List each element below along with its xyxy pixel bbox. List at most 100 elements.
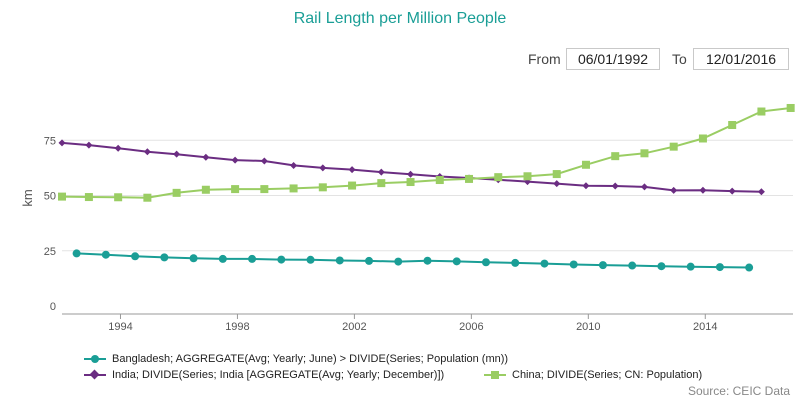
- data-point-bangladesh: [540, 259, 549, 268]
- data-point-china: [143, 193, 152, 202]
- legend-label-china: China; DIVIDE(Series; CN: Population): [512, 369, 703, 381]
- y-tick-label: 0: [50, 301, 56, 313]
- data-point-india: [260, 157, 268, 165]
- axes: 0 25 50 75 1994 1998 2002 2006 2010 2014: [44, 135, 793, 333]
- data-point-bangladesh: [569, 260, 578, 269]
- to-label: To: [672, 51, 687, 67]
- data-point-bangladesh: [248, 254, 257, 263]
- y-tick-label: 75: [44, 135, 56, 147]
- data-point-china: [114, 193, 123, 202]
- data-point-bangladesh: [160, 253, 169, 262]
- data-point-india: [58, 139, 66, 147]
- data-point-china: [377, 179, 386, 188]
- legend-item-bangladesh[interactable]: Bangladesh; AGGREGATE(Avg; Yearly; June)…: [84, 353, 508, 365]
- legend-marker-bangladesh: [84, 353, 106, 365]
- data-point-bangladesh: [218, 254, 227, 263]
- data-point-china: [786, 103, 795, 112]
- data-point-bangladesh: [452, 257, 461, 266]
- data-point-china: [698, 134, 707, 143]
- data-point-india: [670, 186, 678, 194]
- data-point-india: [407, 170, 415, 178]
- data-point-china: [84, 193, 93, 202]
- legend-label-india: India; DIVIDE(Series; India [AGGREGATE(A…: [112, 369, 445, 381]
- data-point-india: [319, 164, 327, 172]
- data-point-bangladesh: [277, 255, 286, 264]
- data-point-bangladesh: [72, 249, 81, 258]
- data-point-india: [582, 182, 590, 190]
- data-point-china: [201, 185, 210, 194]
- source-note: Source: CEIC Data: [687, 384, 790, 398]
- data-point-india: [348, 166, 356, 174]
- data-point-bangladesh: [189, 254, 198, 263]
- to-date-input[interactable]: [693, 48, 789, 70]
- data-point-china: [406, 178, 415, 187]
- data-point-india: [290, 161, 298, 169]
- y-tick-label: 25: [44, 246, 56, 258]
- data-point-china: [728, 121, 737, 130]
- data-point-india: [640, 183, 648, 191]
- data-point-bangladesh: [598, 261, 607, 270]
- data-point-china: [172, 188, 181, 197]
- legend-item-china[interactable]: China; DIVIDE(Series; CN: Population): [484, 369, 702, 381]
- data-point-india: [202, 153, 210, 161]
- data-point-india: [699, 186, 707, 194]
- data-point-bangladesh: [715, 263, 724, 272]
- data-point-china: [581, 160, 590, 169]
- chart-title: Rail Length per Million People: [293, 10, 507, 27]
- data-point-bangladesh: [423, 256, 432, 265]
- data-point-bangladesh: [657, 262, 666, 271]
- series-layer: [58, 103, 795, 272]
- data-point-china: [435, 176, 444, 185]
- legend-item-india[interactable]: India; DIVIDE(Series; India [AGGREGATE(A…: [84, 369, 444, 381]
- legend-label-bangladesh: Bangladesh; AGGREGATE(Avg; Yearly; June)…: [112, 353, 509, 365]
- data-point-china: [640, 149, 649, 158]
- data-point-bangladesh: [628, 261, 637, 270]
- data-point-india: [728, 187, 736, 195]
- data-point-bangladesh: [745, 263, 754, 272]
- data-point-china: [465, 174, 474, 183]
- series-line-bangladesh: [76, 252, 750, 269]
- data-point-china: [757, 107, 766, 116]
- data-point-china: [260, 185, 269, 194]
- y-axis-label: km: [20, 189, 35, 206]
- data-point-india: [553, 180, 561, 188]
- x-tick-label: 2010: [576, 321, 600, 333]
- data-point-china: [289, 184, 298, 193]
- y-tick-label: 50: [44, 191, 56, 203]
- data-point-china: [552, 170, 561, 179]
- data-point-india: [173, 150, 181, 158]
- data-point-bangladesh: [394, 257, 403, 266]
- data-point-bangladesh: [131, 252, 140, 261]
- data-point-china: [348, 181, 357, 190]
- from-label: From: [528, 51, 561, 67]
- data-point-india: [377, 168, 385, 176]
- x-tick-label: 1994: [108, 321, 132, 333]
- data-point-china: [231, 185, 240, 194]
- grid-lines: [62, 139, 793, 252]
- data-point-india: [85, 141, 93, 149]
- x-tick-label: 2002: [342, 321, 366, 333]
- data-point-bangladesh: [306, 255, 315, 264]
- x-tick-label: 2014: [693, 321, 717, 333]
- legend-marker-china: [484, 369, 506, 381]
- data-point-bangladesh: [101, 250, 110, 259]
- data-point-china: [523, 172, 532, 181]
- data-point-china: [58, 192, 66, 201]
- data-point-bangladesh: [365, 256, 374, 265]
- series-line-china: [61, 107, 791, 199]
- data-point-bangladesh: [335, 256, 344, 265]
- data-point-bangladesh: [686, 262, 695, 271]
- data-point-china: [318, 183, 327, 192]
- data-point-china: [494, 173, 503, 182]
- x-tick-label: 2006: [459, 321, 483, 333]
- data-point-bangladesh: [511, 258, 520, 267]
- data-point-india: [757, 188, 765, 196]
- data-point-bangladesh: [481, 258, 490, 267]
- x-tick-label: 1998: [225, 321, 249, 333]
- data-point-india: [143, 148, 151, 156]
- legend-marker-india: [84, 369, 106, 381]
- from-date-input[interactable]: [566, 48, 660, 70]
- data-point-india: [611, 182, 619, 190]
- data-point-india: [231, 156, 239, 164]
